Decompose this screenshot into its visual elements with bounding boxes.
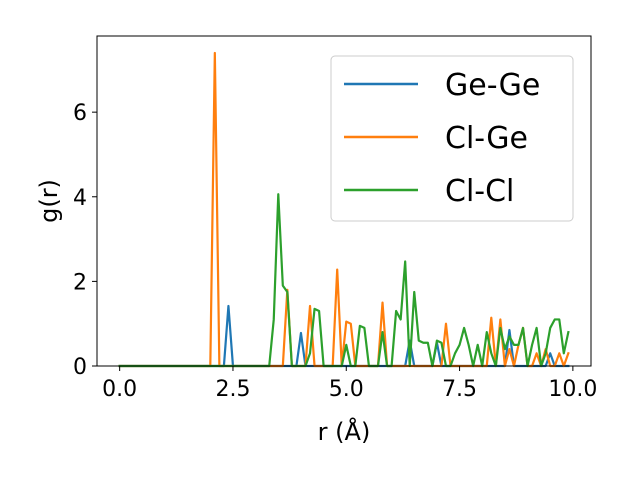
x-tick-label: 7.5 xyxy=(442,377,477,402)
x-tick-label: 5.0 xyxy=(329,377,364,402)
y-tick-label: 2 xyxy=(73,270,87,295)
y-axis-label: g(r) xyxy=(35,179,63,223)
x-tick-label: 10.0 xyxy=(548,377,597,402)
y-tick-label: 6 xyxy=(73,101,87,126)
legend-label-cl-cl: Cl-Cl xyxy=(445,174,514,209)
y-tick-label: 0 xyxy=(73,355,87,380)
y-axis-ticks: 0 2 4 6 xyxy=(73,101,97,380)
legend-label-cl-ge: Cl-Ge xyxy=(445,121,528,156)
x-tick-label: 2.5 xyxy=(215,377,250,402)
plot-frame xyxy=(96,35,592,367)
legend-label-ge-ge: Ge-Ge xyxy=(445,68,540,103)
x-tick-label: 0.0 xyxy=(102,377,137,402)
x-axis-label: r (Å) xyxy=(318,417,371,446)
y-tick-label: 4 xyxy=(73,186,87,211)
x-axis-ticks: 0.0 2.5 5.0 7.5 10.0 xyxy=(102,366,597,402)
legend: Ge-Ge Cl-Ge Cl-Cl xyxy=(330,55,574,222)
legend-box xyxy=(330,55,574,222)
